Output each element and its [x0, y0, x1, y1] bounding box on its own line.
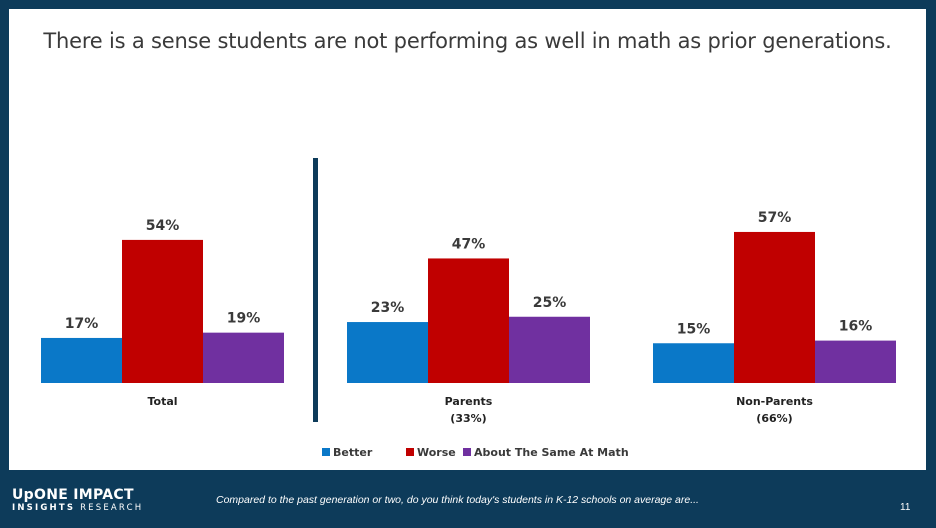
data-label: 47% — [452, 236, 486, 252]
legend-swatch-better — [322, 448, 330, 456]
company-logo: UpONE IMPACT INSIGHTS RESEARCH — [12, 487, 144, 514]
category-label: Non-Parents — [736, 395, 813, 408]
data-label: 25% — [533, 295, 567, 311]
data-label: 23% — [371, 300, 405, 316]
page-number: 11 — [900, 502, 911, 513]
bar-worse-parents — [428, 258, 509, 383]
bar-about-the-same-at-math-non-parents — [815, 340, 896, 383]
data-label: 54% — [146, 218, 180, 234]
category-label: Total — [147, 395, 177, 408]
bar-better-total — [41, 337, 122, 383]
data-label: 15% — [677, 321, 711, 337]
group-divider — [313, 158, 318, 422]
logo-text-upone: UpONE — [12, 487, 69, 503]
bar-about-the-same-at-math-total — [203, 332, 284, 383]
bar-about-the-same-at-math-parents — [509, 316, 590, 383]
legend-swatch-worse — [406, 448, 414, 456]
data-label: 17% — [65, 316, 99, 332]
bar-better-parents — [347, 322, 428, 383]
category-sublabel: (33%) — [450, 412, 486, 425]
footer: UpONE IMPACT INSIGHTS RESEARCH Compared … — [0, 470, 936, 528]
legend-label: About The Same At Math — [474, 446, 629, 459]
logo-text-research: RESEARCH — [80, 503, 144, 513]
bar-better-non-parents — [653, 343, 734, 383]
data-label: 57% — [758, 210, 792, 226]
slide-title: There is a sense students are not perfor… — [43, 29, 892, 53]
bar-worse-non-parents — [734, 231, 815, 383]
bar-chart: 17% 54% 19% Total 23% 47% 25% Parents (33%) 15% 57… — [41, 158, 896, 459]
legend-swatch-about-the-same-at-math — [463, 448, 471, 456]
data-label: 16% — [839, 319, 873, 335]
survey-question: Compared to the past generation or two, … — [216, 494, 699, 506]
logo-text-impact: IMPACT — [73, 487, 134, 503]
data-label: 19% — [227, 311, 261, 327]
bar-worse-total — [122, 239, 203, 383]
legend-label: Worse — [417, 446, 456, 459]
logo-text-insights: INSIGHTS — [12, 503, 76, 513]
category-label: Parents — [445, 395, 493, 408]
legend-label: Better — [333, 446, 373, 459]
category-sublabel: (66%) — [756, 412, 792, 425]
